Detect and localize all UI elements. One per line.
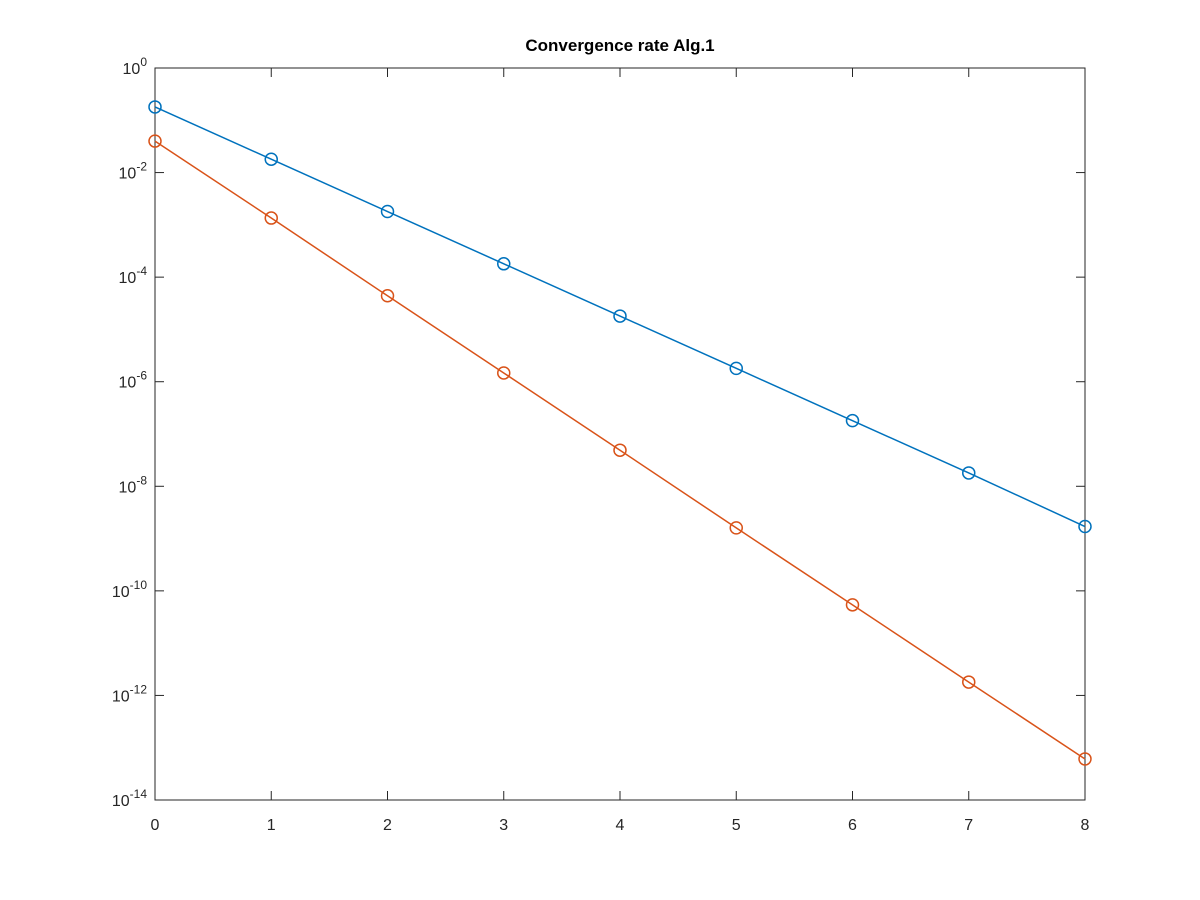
data-point [729,521,743,535]
data-point [962,675,976,689]
x-tick-label: 5 [732,817,741,834]
data-point [148,134,162,148]
data-point [962,466,976,480]
exponent: -8 [136,473,147,487]
data-point [264,152,278,166]
exponent: -4 [136,264,147,278]
exponent: -12 [130,682,148,696]
exponent: 0 [140,55,147,69]
exponent: -2 [136,160,147,174]
data-point [264,211,278,225]
data-point [1078,519,1092,534]
x-tick-label: 8 [1081,817,1090,834]
x-tick-label: 0 [151,817,160,834]
exponent: -6 [136,369,147,383]
data-point [380,289,395,303]
x-tick-label: 1 [267,817,276,834]
exponent: -14 [130,787,148,801]
data-point [497,257,511,271]
x-tick-label: 6 [848,817,857,834]
data-point [148,100,162,114]
data-point [845,598,860,612]
data-point [613,309,627,323]
series-line [154,106,1086,528]
series-line [154,140,1086,760]
data-point [497,366,511,380]
x-tick-label: 4 [616,817,625,834]
data-point [729,361,743,376]
x-tick-label: 7 [964,817,973,834]
x-tick-label: 3 [499,817,508,834]
data-point [380,204,395,219]
plot-area [154,67,1086,801]
chart-title: Convergence rate Alg.1 [525,36,714,55]
x-tick-label: 2 [383,817,392,834]
exponent: -10 [130,578,148,592]
data-point [845,413,860,428]
data-point [1078,752,1092,766]
data-point [613,443,627,457]
